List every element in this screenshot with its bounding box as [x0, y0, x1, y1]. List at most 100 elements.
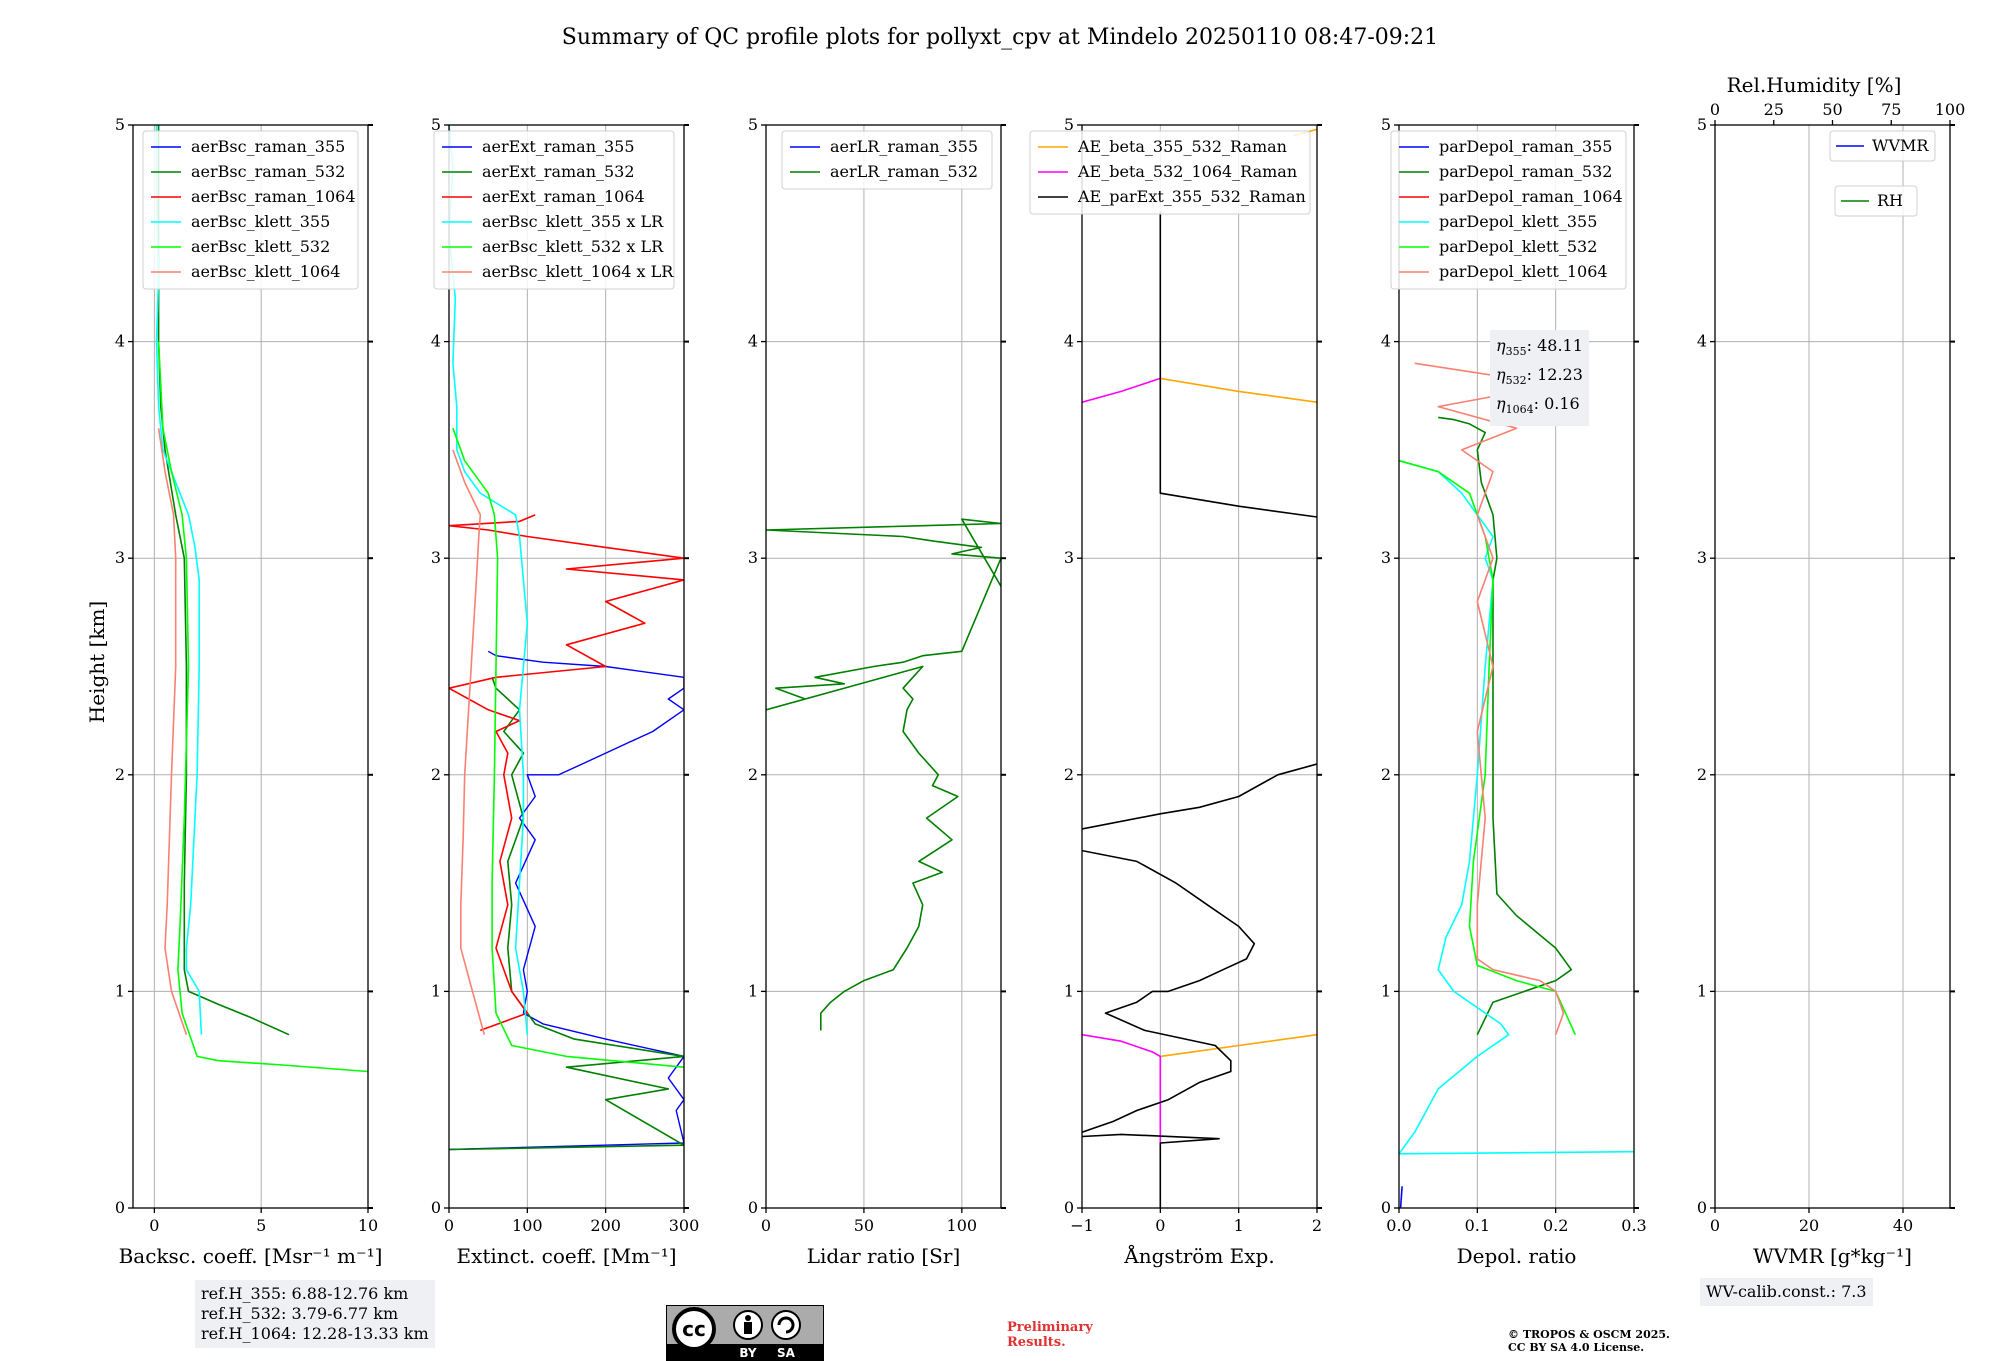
preliminary-line-1: Preliminary — [1007, 1320, 1093, 1335]
x-tick-label: 0 — [444, 1216, 454, 1235]
y-tick-label: 1 — [1381, 981, 1391, 1000]
eta-1064-value: 0.16 — [1544, 394, 1580, 414]
y-tick-label: 5 — [1697, 115, 1707, 134]
legend-label: parDepol_klett_355 — [1439, 212, 1597, 231]
legend-box — [1834, 185, 1918, 217]
legend-label: parDepol_raman_532 — [1439, 162, 1612, 181]
copyright-note: © TROPOS & OSCM 2025. CC BY SA 4.0 Licens… — [1508, 1328, 1670, 1354]
legend-label: aerBsc_klett_532 — [191, 237, 330, 256]
legend-label: AE_beta_532_1064_Raman — [1077, 162, 1297, 181]
figure-title: Summary of QC profile plots for pollyxt_… — [562, 25, 1438, 50]
y-tick-label: 1 — [1697, 981, 1707, 1000]
series-line-aerbsc-klett-1064-x-lr — [452, 449, 486, 1035]
y-tick-label: 1 — [431, 981, 441, 1000]
legend-label: parDepol_klett_532 — [1439, 237, 1597, 256]
series-line-ae-beta-355-532-raman-seg2 — [1160, 377, 1317, 403]
legend: aerExt_raman_355 aerExt_raman_532 aerExt_r… — [433, 130, 675, 290]
cc-label: cc — [682, 1317, 706, 1341]
series-line-aerlr-raman-532 — [766, 518, 1001, 1031]
y-tick-label: 4 — [1064, 332, 1074, 351]
legend-label: aerBsc_raman_532 — [191, 162, 345, 181]
y-tick-label: 1 — [115, 981, 125, 1000]
eta-355: η355: 48.11 — [1496, 336, 1583, 359]
top-x-tick-label: 100 — [1935, 100, 1966, 119]
legend-label: RH — [1877, 191, 1903, 210]
y-tick-label: 3 — [115, 548, 125, 567]
y-tick-label: 3 — [1064, 548, 1074, 567]
legend-label: parDepol_klett_1064 — [1439, 262, 1608, 281]
y-tick-label: 4 — [431, 332, 441, 351]
legend-label: aerLR_raman_532 — [830, 162, 978, 181]
legend: parDepol_raman_355 parDepol_raman_532 parD… — [1390, 130, 1627, 290]
y-tick-label: 2 — [115, 765, 125, 784]
y-tick-label: 2 — [431, 765, 441, 784]
y-tick-label: 5 — [431, 115, 441, 134]
series-line-aerbsc-klett-532-x-lr — [452, 427, 684, 1068]
top-x-tick-label: 0 — [1710, 100, 1720, 119]
y-tick-label: 4 — [1697, 332, 1707, 351]
axes-frame — [448, 124, 685, 1209]
x-axis-label: Lidar ratio [Sr] — [807, 1244, 961, 1268]
series-line-ae-parext-355-532-raman — [1082, 1133, 1220, 1208]
x-tick-label: 0 — [761, 1216, 771, 1235]
series-line-aerext-raman-1064 — [449, 514, 684, 1032]
y-tick-label: 4 — [748, 332, 758, 351]
axes-frame — [1714, 124, 1951, 1209]
reference-height-box: ref.H_355: 6.88-12.76 km ref.H_532: 3.79-… — [195, 1280, 435, 1348]
x-axis-label: Backsc. coeff. [Msr⁻¹ m⁻¹] — [119, 1244, 383, 1268]
legend-label: aerExt_raman_1064 — [482, 187, 645, 206]
legend-label: parDepol_raman_355 — [1439, 137, 1612, 156]
y-tick-label: 0 — [1381, 1198, 1391, 1217]
y-tick-label: 3 — [748, 548, 758, 567]
y-tick-label: 0 — [115, 1198, 125, 1217]
series-line-aerbsc-klett-1064 — [157, 428, 188, 1035]
series-line-aerext-raman-355 — [449, 650, 684, 1151]
y-tick-label: 2 — [1064, 765, 1074, 784]
legend-label: aerBsc_klett_1064 x LR — [482, 262, 674, 281]
series-line-ae-beta-532-1064-raman — [1082, 1033, 1162, 1143]
legend-label: AE_parExt_355_532_Raman — [1077, 187, 1306, 206]
x-axis-label: WVMR [g*kg⁻¹] — [1753, 1244, 1912, 1268]
x-tick-label: 200 — [590, 1216, 621, 1235]
top-x-tick-label: 75 — [1881, 100, 1901, 119]
y-tick-label: 0 — [1064, 1198, 1074, 1217]
sa-label: SA — [777, 1346, 796, 1360]
cc-by-sa-badge: cc BY SA — [666, 1305, 824, 1361]
legend-label: aerBsc_klett_355 x LR — [482, 212, 664, 231]
y-tick-label: 1 — [748, 981, 758, 1000]
x-tick-label: 0.3 — [1621, 1216, 1646, 1235]
y-tick-label: 5 — [748, 115, 758, 134]
series-line-pardepol-raman-355 — [1399, 1186, 1403, 1208]
series-line-aerbsc-klett-355 — [155, 125, 203, 1035]
y-tick-label: 5 — [1064, 115, 1074, 134]
legend-box — [1390, 130, 1627, 290]
legend-box — [142, 130, 359, 290]
legend-label: WVMR — [1872, 136, 1929, 155]
y-tick-label: 0 — [431, 1198, 441, 1217]
y-tick-label: 5 — [1381, 115, 1391, 134]
legend-label: AE_beta_355_532_Raman — [1077, 137, 1287, 156]
series-line-ae-beta-355-532-raman — [1160, 1033, 1317, 1058]
y-tick-label: 4 — [115, 332, 125, 351]
ref-height-355: ref.H_355: 6.88-12.76 km — [201, 1284, 409, 1303]
copyright-line-1: © TROPOS & OSCM 2025. — [1508, 1328, 1670, 1341]
x-tick-label: 0 — [1710, 1216, 1720, 1235]
series-line-ae-parext-355-532-raman-seg4 — [1159, 211, 1317, 518]
panel-depol: 0 1 2 3 4 5 0.0 0.1 0.2 0.3 Depol. ratio parDepol_r… — [1381, 115, 1647, 1268]
by-label: BY — [739, 1346, 756, 1360]
legend: aerLR_raman_355 aerLR_raman_532 — [781, 130, 993, 190]
x-tick-label: 100 — [947, 1216, 978, 1235]
legend-label: aerExt_raman_532 — [482, 162, 635, 181]
y-tick-label: 0 — [748, 1198, 758, 1217]
series-line-pardepol-klett-532 — [1399, 459, 1577, 1036]
eta-532-value: 12.23 — [1537, 365, 1583, 385]
series-line-ae-parext-355-532-raman-seg2 — [1082, 849, 1256, 1133]
top-x-tick-label: 50 — [1822, 100, 1842, 119]
legend-box — [433, 130, 675, 290]
y-tick-label: 0 — [1697, 1198, 1707, 1217]
x-axis-label: Ångström Exp. — [1123, 1243, 1274, 1268]
preliminary-line-2: Results. — [1007, 1335, 1066, 1350]
x-tick-label: 0.1 — [1465, 1216, 1490, 1235]
y-tick-label: 2 — [1697, 765, 1707, 784]
